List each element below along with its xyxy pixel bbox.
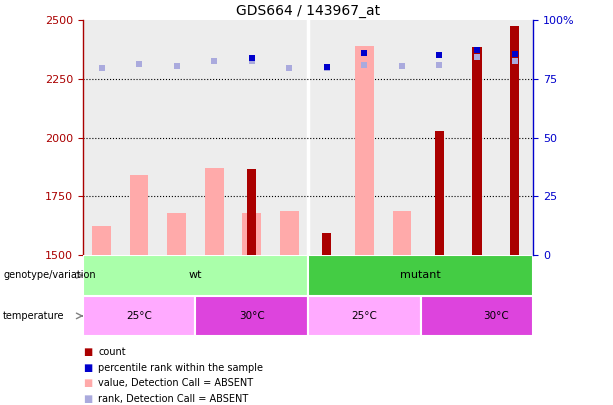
Bar [130,175,148,255]
Bar [92,226,111,255]
Text: genotype/variation: genotype/variation [3,271,96,280]
Text: ■: ■ [83,363,92,373]
Text: value, Detection Call = ABSENT: value, Detection Call = ABSENT [98,378,253,388]
Bar [392,211,411,255]
Text: 30°C: 30°C [483,311,509,321]
Bar [383,20,421,255]
Text: mutant: mutant [400,271,441,280]
Bar [435,131,444,255]
Bar [355,46,374,255]
Bar [247,169,256,255]
Text: count: count [98,347,126,357]
FancyBboxPatch shape [83,296,196,336]
Text: wt: wt [189,271,202,280]
Bar [280,211,299,255]
Text: 25°C: 25°C [351,311,377,321]
Text: 25°C: 25°C [126,311,152,321]
FancyBboxPatch shape [196,296,308,336]
Bar [421,20,458,255]
Bar [120,20,158,255]
FancyBboxPatch shape [308,296,421,336]
Bar [458,20,496,255]
Bar [158,20,196,255]
Bar [83,20,120,255]
Bar [322,233,332,255]
Text: ■: ■ [83,394,92,403]
Bar [270,20,308,255]
Bar [233,20,270,255]
Bar [472,47,482,255]
FancyBboxPatch shape [83,255,308,296]
Bar [346,20,383,255]
Bar [242,213,261,255]
Text: rank, Detection Call = ABSENT: rank, Detection Call = ABSENT [98,394,248,403]
FancyBboxPatch shape [421,296,533,336]
Bar [196,20,233,255]
Bar [510,26,519,255]
Text: ■: ■ [83,378,92,388]
Text: ■: ■ [83,347,92,357]
Bar [205,168,224,255]
FancyBboxPatch shape [308,255,533,296]
Bar [308,20,346,255]
Bar [496,20,533,255]
Text: percentile rank within the sample: percentile rank within the sample [98,363,263,373]
Title: GDS664 / 143967_at: GDS664 / 143967_at [236,4,380,18]
Text: 30°C: 30°C [239,311,265,321]
Text: temperature: temperature [3,311,64,321]
Bar [167,213,186,255]
